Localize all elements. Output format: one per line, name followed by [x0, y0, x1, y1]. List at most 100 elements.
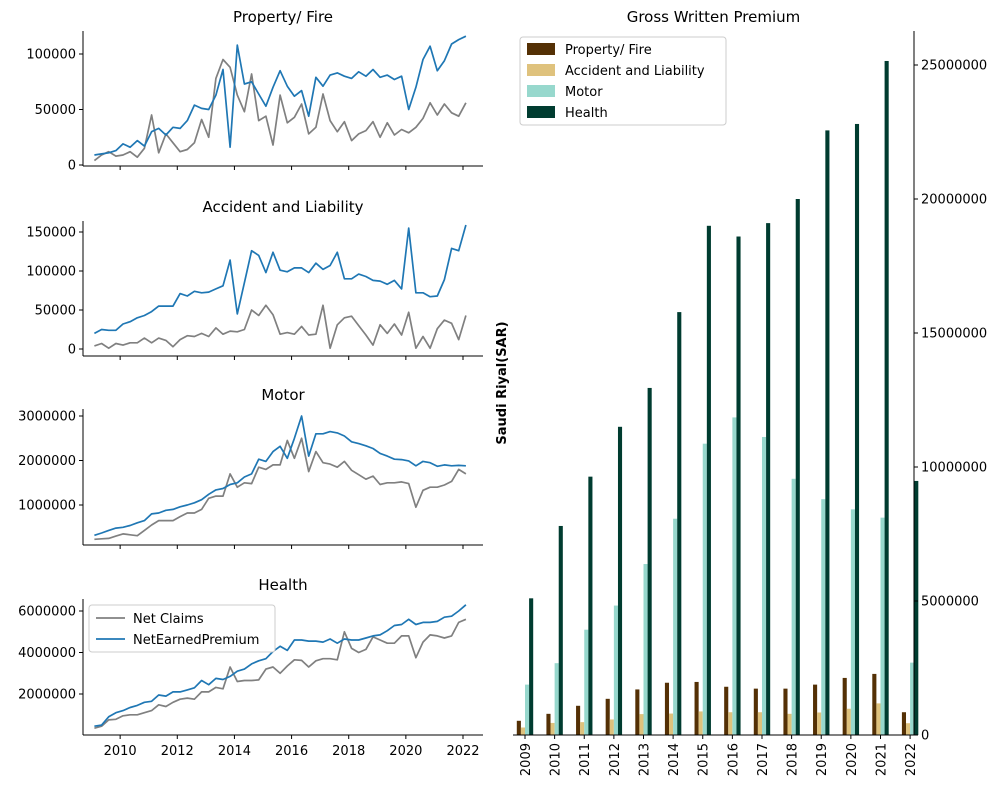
legend-frame: [519, 36, 727, 126]
bar-2020-s3: [854, 123, 860, 735]
bar-2012-s2: [613, 605, 618, 735]
x-tick-label: 2010: [104, 744, 137, 759]
bar-2010-s0: [546, 713, 551, 735]
bar-2009-s1: [520, 727, 525, 735]
bar-2010-s1: [550, 722, 555, 735]
x-tick-label: 2020: [845, 743, 860, 776]
panel-title: Property/ Fire: [233, 8, 333, 26]
legend-swatch: [527, 43, 555, 55]
bar-2013-s3: [647, 387, 652, 735]
bar-2015-s0: [694, 681, 699, 735]
bar-2016-s0: [724, 686, 729, 735]
bar-2015-s3: [706, 225, 711, 736]
x-tick-label: 2019: [815, 743, 830, 776]
bar-2011-s1: [580, 722, 585, 735]
y-tick-label: 50000: [35, 304, 76, 319]
y-tick-label: 15000000: [921, 327, 987, 342]
y-tick-label: 6000000: [18, 605, 76, 620]
bar-2013-s0: [635, 689, 640, 735]
bar-2014-s2: [673, 518, 678, 735]
x-tick-label: 2014: [667, 743, 682, 776]
bar-2014-s1: [669, 713, 674, 735]
bar-2020-s1: [846, 708, 851, 735]
bar-2019-s2: [821, 499, 826, 735]
legend-label: Health: [565, 106, 608, 121]
bar-2022-s2: [910, 662, 915, 735]
bar-2018-s3: [795, 199, 800, 735]
y-tick-label: 10000000: [921, 461, 987, 476]
y-tick-label: 100000: [26, 265, 76, 280]
x-tick-label: 2018: [786, 743, 801, 776]
bar-2019-s0: [813, 684, 818, 735]
y-tick-label: 20000000: [921, 193, 987, 208]
bar-2019-s3: [825, 130, 830, 735]
bar-chart-title: Gross Written Premium: [627, 8, 801, 26]
legend-frame: [88, 604, 276, 653]
y-tick-label: 4000000: [18, 646, 76, 661]
x-tick-label: 2013: [637, 743, 652, 776]
bar-2022-s1: [906, 723, 911, 735]
panel-title: Motor: [261, 386, 305, 404]
x-tick-label: 2017: [756, 743, 771, 776]
bar-2012-s1: [609, 719, 614, 735]
x-tick-label: 2012: [161, 744, 194, 759]
y-tick-label: 0: [68, 159, 76, 174]
series-line-net-claims: [93, 58, 467, 162]
line-panel-1: Property/ Fire 0 50000 100000: [26, 8, 483, 174]
legend-swatch: [527, 106, 555, 118]
y-tick-label: 0: [68, 343, 76, 358]
bar-legend: Property/ Fire Accident and Liability Moto…: [519, 36, 727, 126]
bar-2012-s3: [617, 426, 623, 735]
bar-panel: Gross Written Premium Saudi Riyal(SAR) 200…: [495, 8, 987, 776]
y-tick-label: 150000: [26, 226, 76, 241]
bar-2021-s0: [872, 673, 877, 735]
x-tick-label: 2014: [218, 744, 251, 759]
bar-2019-s1: [817, 712, 822, 735]
y-tick-label: 5000000: [921, 595, 979, 610]
bar-2009-s3: [529, 598, 534, 735]
bar-2017-s2: [761, 436, 767, 735]
bar-2011-s0: [576, 705, 581, 735]
bar-2016-s3: [736, 236, 741, 735]
bar-2020-s0: [842, 677, 847, 735]
x-tick-label: 2009: [519, 743, 534, 776]
x-tick-label: 2015: [697, 743, 712, 776]
bar-2022-s0: [901, 712, 907, 735]
series-line-net-claims: [94, 618, 467, 730]
legend-swatch: [527, 85, 555, 97]
legend-label: Property/ Fire: [565, 43, 652, 58]
bar-2013-s2: [643, 564, 648, 735]
y-tick-label: 3000000: [18, 410, 76, 425]
panel-title: Accident and Liability: [202, 198, 363, 216]
bar-2016-s1: [728, 712, 733, 735]
bar-2009-s0: [516, 720, 521, 735]
bar-2016-s2: [732, 417, 737, 735]
series-line-net-earned-premium: [94, 415, 466, 537]
y-tick-label: 2000000: [18, 688, 76, 703]
series-line-net-claims: [94, 437, 467, 541]
x-tick-label: 2016: [726, 743, 741, 776]
bar-2020-s2: [850, 509, 855, 735]
bar-2017-s1: [757, 712, 762, 735]
legend-swatch: [527, 64, 555, 76]
bar-2018-s2: [791, 478, 796, 735]
legend-label: Net Claims: [133, 612, 204, 627]
y-tick-label: 25000000: [921, 59, 987, 74]
x-tick-label: 2022: [446, 744, 479, 759]
bar-2021-s1: [876, 703, 881, 735]
legend-label: Motor: [565, 85, 603, 100]
bar-2010-s2: [554, 663, 559, 735]
x-tick-label: 2021: [874, 743, 889, 776]
y-tick-label: 50000: [35, 103, 76, 118]
x-tick-label: 2010: [549, 743, 564, 776]
x-tick-label: 2011: [578, 743, 593, 776]
line-panel-4: Health 2000000 4000000 6000000 2010 2012 2014 2…: [18, 576, 483, 759]
line-panel-3: Motor 1000000 2000000 3000000: [18, 386, 483, 549]
panel-title: Health: [258, 576, 307, 594]
y-axis-label: Saudi Riyal(SAR): [495, 321, 510, 444]
bar-2018-s0: [783, 688, 788, 735]
series-line-net-earned-premium: [94, 35, 467, 156]
series-line-net-earned-premium: [93, 224, 467, 335]
bar-2014-s3: [677, 312, 682, 735]
